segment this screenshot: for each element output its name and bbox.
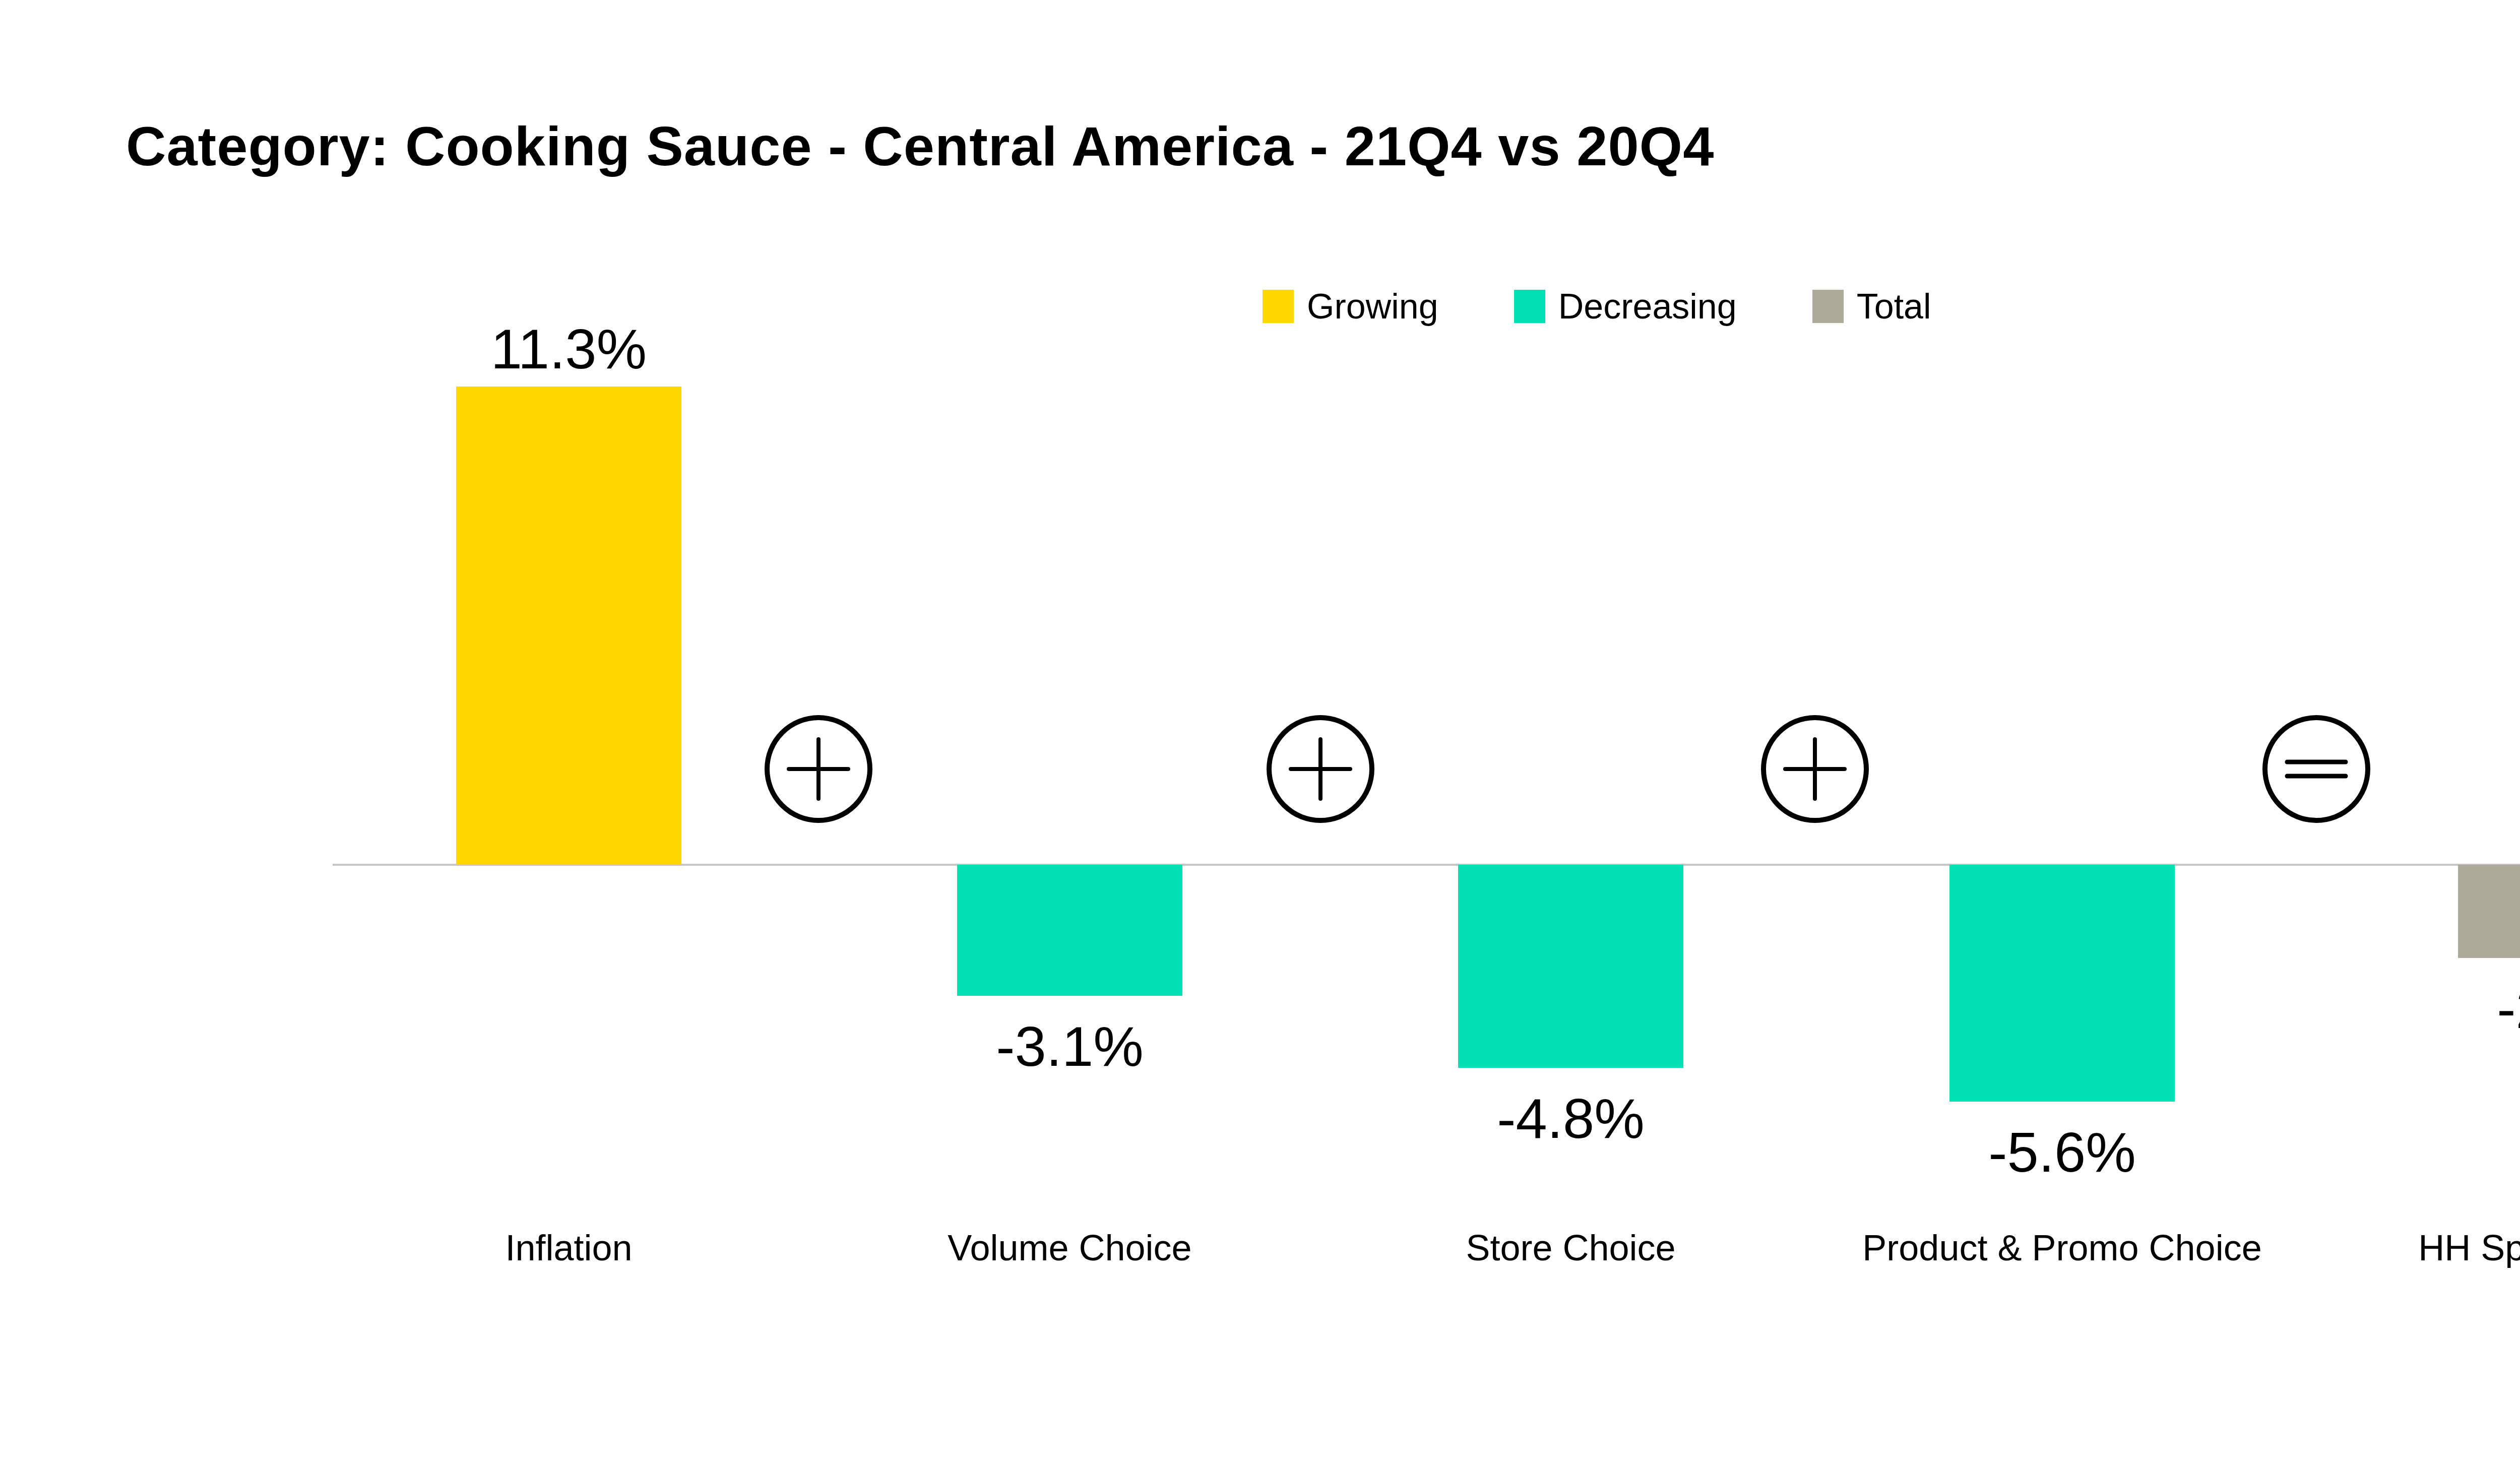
legend-label: Growing [1307,286,1438,327]
legend-item-total: Total [1812,286,1931,327]
decreasing-swatch-icon [1514,290,1545,323]
plus-circle-icon [1759,714,1870,824]
category-label-hh-spend-change: HH Spend Change [2418,1230,2520,1266]
category-label-product-promo-choice: Product & Promo Choice [1862,1230,2261,1266]
total-swatch-icon [1812,290,1844,323]
bar-hh-spend-change [2458,865,2520,958]
bar-volume-choice [957,865,1182,996]
value-label: -5.6% [1988,1124,2136,1181]
value-label: 11.3% [491,321,647,377]
category-label-store-choice: Store Choice [1466,1230,1675,1266]
bar-store-choice [1458,865,1683,1068]
plus-circle-icon [763,714,874,824]
legend-item-decreasing: Decreasing [1514,286,1737,327]
page-title: Category: Cooking Sauce - Central Americ… [126,114,1714,178]
bar-product-promo-choice [1949,865,2175,1102]
growing-swatch-icon [1263,290,1294,323]
legend-label: Decreasing [1558,286,1737,327]
category-label-volume-choice: Volume Choice [948,1230,1191,1266]
legend-item-growing: Growing [1263,286,1438,327]
bar-inflation [456,387,681,865]
category-label-inflation: Inflation [505,1230,632,1266]
plus-circle-icon [1265,714,1376,824]
equals-circle-icon [2261,714,2372,824]
legend-label: Total [1857,286,1931,327]
chart-legend: Growing Decreasing Total [1263,286,1931,327]
value-label: -3.1% [996,1018,1144,1075]
value-label: -2.2% [2497,981,2520,1037]
value-label: -4.8% [1497,1091,1645,1147]
